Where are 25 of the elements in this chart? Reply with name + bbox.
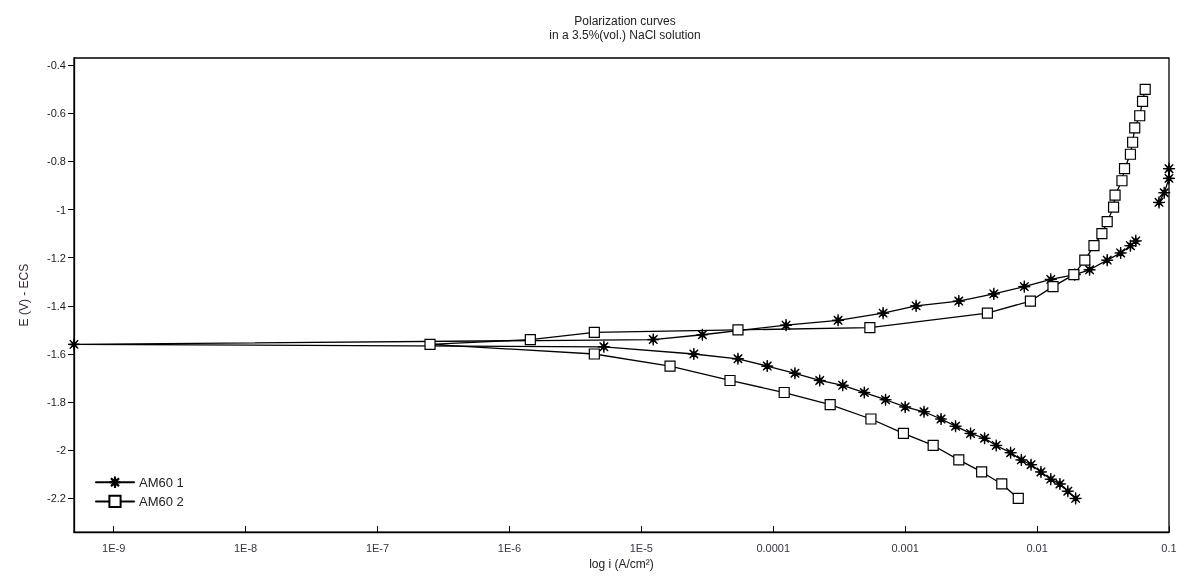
x-tick-label: 1E-6 xyxy=(497,541,522,554)
y-tick-label: -1.2 xyxy=(47,251,66,264)
x-tick-label: 0.0001 xyxy=(756,541,791,554)
y-tick-label: -1.6 xyxy=(47,348,66,361)
chart-title: Polarization curves xyxy=(574,14,676,28)
y-tick-label: -1 xyxy=(56,203,66,216)
x-tick-label: 0.001 xyxy=(891,541,919,554)
x-tick-label: 1E-8 xyxy=(234,541,258,554)
x-axis-title: log i (A/cm²) xyxy=(589,557,654,571)
y-tick-label: -0.8 xyxy=(47,155,66,168)
legend-label: AM60 2 xyxy=(139,493,184,509)
y-tick-label: -2 xyxy=(56,444,66,457)
chart-subtitle: in a 3.5%(vol.) NaCl solution xyxy=(549,28,701,42)
legend-label: AM60 1 xyxy=(139,474,184,490)
x-tick-label: 1E-5 xyxy=(629,541,653,554)
y-axis-title: E (V) - ECS xyxy=(17,263,31,327)
x-tick-label: 0.01 xyxy=(1026,541,1048,554)
y-tick-label: -2.2 xyxy=(47,492,66,505)
y-tick-label: -1.4 xyxy=(47,299,66,312)
y-tick-label: -0.4 xyxy=(47,59,66,72)
y-tick-label: -1.8 xyxy=(47,396,66,409)
x-tick-label: 1E-7 xyxy=(365,541,390,554)
x-tick-label: 0.1 xyxy=(1161,541,1177,554)
y-tick-label: -0.6 xyxy=(47,107,66,120)
x-tick-label: 1E-9 xyxy=(102,541,126,554)
